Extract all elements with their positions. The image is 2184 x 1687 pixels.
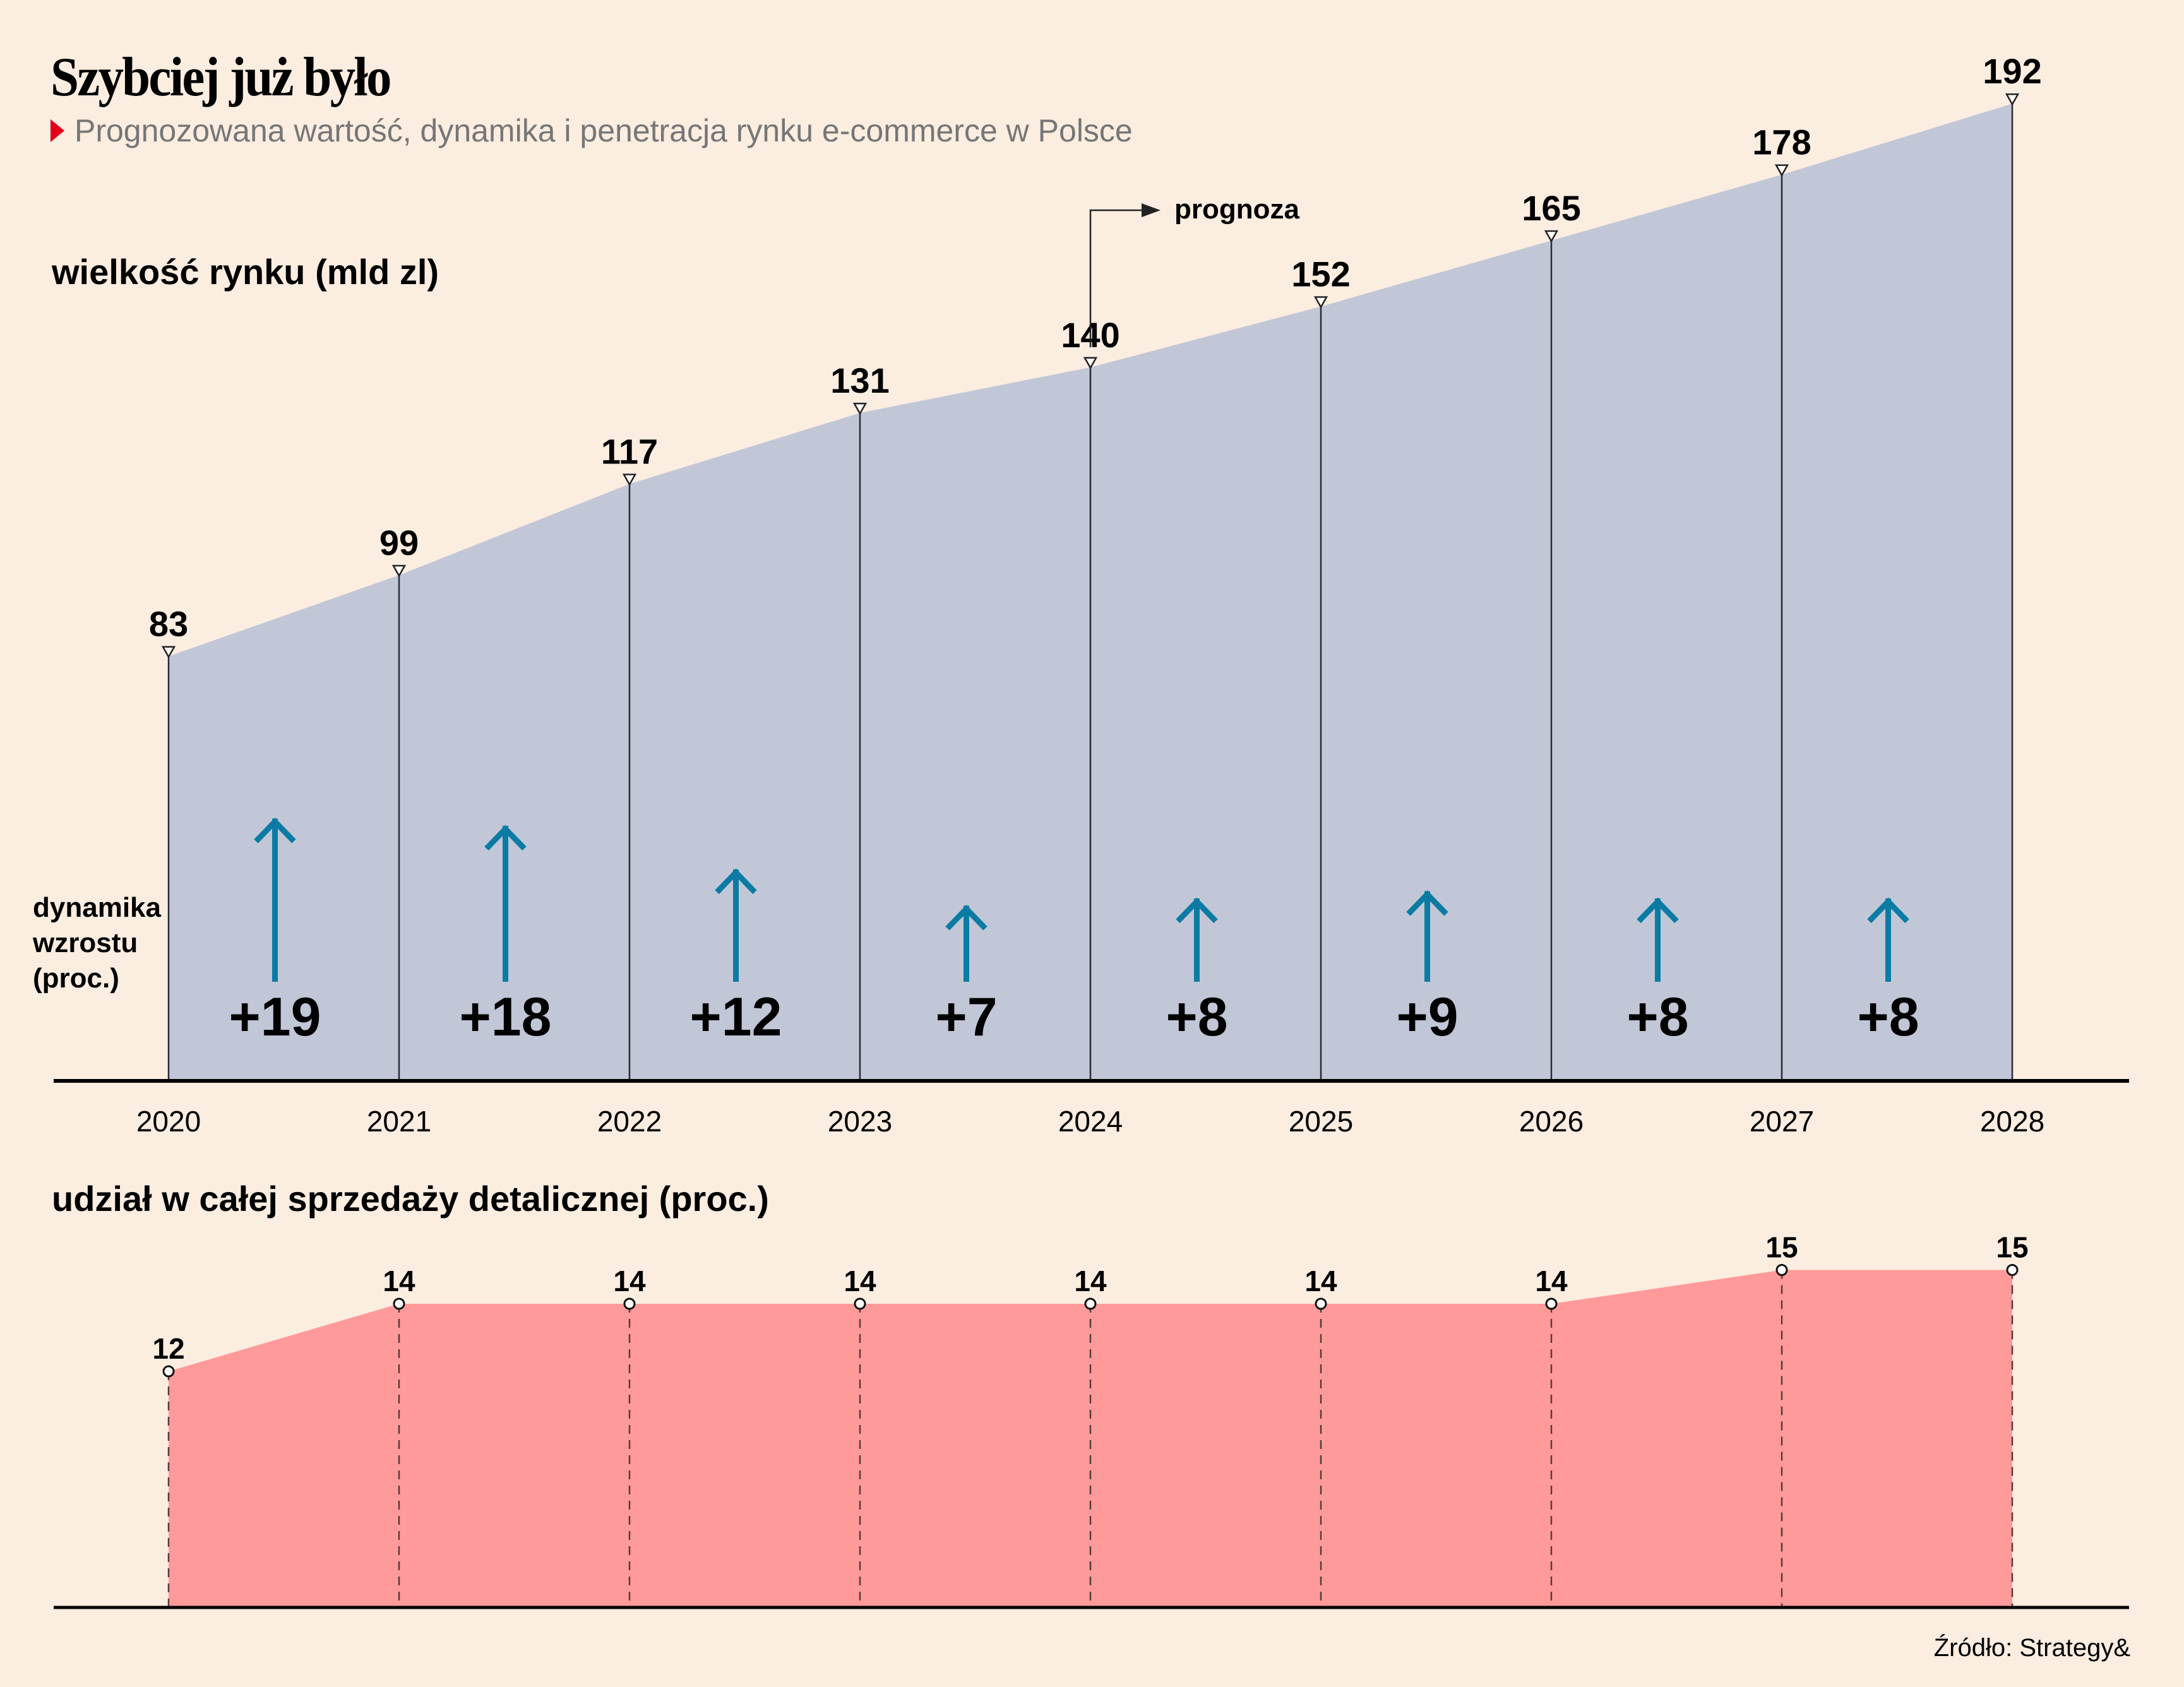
arrow-right-icon: [1142, 203, 1161, 217]
subtitle-text: Prognozowana wartość, dynamika i penetra…: [75, 113, 1133, 148]
up-arrow-icon: [1176, 897, 1218, 924]
share-value-label: 14: [613, 1265, 646, 1297]
year-tick-label: 2026: [1519, 1105, 1584, 1138]
growth-label: dynamika wzrostu (proc.): [33, 890, 161, 996]
share-marker: [2006, 1264, 2019, 1276]
share-value-label: 15: [1765, 1231, 1798, 1264]
growth-label-line1: dynamika: [33, 892, 161, 923]
market-size-label: wielkość rynku (mld zl): [52, 252, 439, 292]
market-marker: [2005, 93, 2020, 106]
share-value-label: 14: [1535, 1265, 1568, 1297]
growth-value-label: +8: [1857, 987, 1919, 1047]
growth-value-label: +18: [460, 987, 552, 1047]
market-value-label: 131: [830, 361, 889, 400]
market-marker: [391, 564, 407, 578]
growth-value-label: +19: [229, 987, 321, 1047]
market-marker: [852, 402, 868, 415]
year-tick-label: 2022: [597, 1105, 662, 1138]
up-arrow-icon: [1406, 890, 1448, 916]
growth-value-label: +9: [1396, 987, 1458, 1047]
market-value-label: 99: [379, 523, 419, 563]
share-marker: [623, 1297, 636, 1310]
year-tick-label: 2025: [1289, 1105, 1353, 1138]
year-tick-label: 2024: [1058, 1105, 1123, 1138]
market-value-label: 152: [1291, 254, 1350, 294]
share-marker: [854, 1297, 866, 1310]
up-arrow-icon: [484, 825, 527, 851]
share-marker: [393, 1297, 405, 1310]
up-arrow-icon: [715, 868, 757, 895]
market-value-label: 178: [1752, 122, 1811, 162]
chart-title: Szybciej już było: [51, 47, 392, 108]
market-marker: [1774, 164, 1789, 177]
growth-value-label: +7: [935, 987, 997, 1047]
year-tick-label: 2027: [1750, 1105, 1814, 1138]
share-chart: 12 14 14 14 14 14 14 15 15: [54, 1231, 2129, 1609]
share-value-label: 12: [152, 1332, 184, 1365]
share-value-label: 15: [1996, 1231, 2028, 1264]
share-value-label: 14: [1304, 1265, 1337, 1297]
forecast-annotation: prognoza: [1089, 194, 1300, 347]
share-marker: [1084, 1297, 1097, 1310]
growth-value-label: +8: [1166, 987, 1227, 1047]
market-value-label: 83: [149, 604, 188, 644]
red-triangle-icon: [51, 119, 64, 142]
market-value-label: 117: [601, 431, 658, 471]
share-marker: [1315, 1297, 1327, 1310]
market-marker: [1544, 230, 1559, 243]
market-value-label: 192: [1983, 51, 2041, 91]
share-value-label: 14: [383, 1265, 415, 1297]
market-marker: [622, 474, 637, 487]
growth-chart: +19 +18 +12 +7 +8 +9 +8 +8: [229, 818, 1919, 1047]
growth-label-line3: (proc.): [33, 963, 119, 994]
source-note: Źródło: Strategy&: [1933, 1634, 2130, 1662]
share-marker: [1545, 1297, 1558, 1310]
market-marker: [1313, 296, 1328, 309]
growth-label-line2: wzrostu: [33, 927, 138, 958]
share-marker: [162, 1365, 175, 1378]
chart-subtitle: Prognozowana wartość, dynamika i penetra…: [51, 112, 1133, 149]
year-tick-label: 2023: [828, 1105, 892, 1138]
up-arrow-icon: [254, 818, 296, 844]
growth-value-label: +12: [690, 987, 782, 1047]
market-marker: [1083, 357, 1098, 370]
up-arrow-icon: [1867, 897, 1909, 924]
share-value-label: 14: [1074, 1265, 1107, 1297]
year-tick-label: 2020: [136, 1105, 201, 1138]
year-tick-label: 2021: [367, 1105, 431, 1138]
market-marker: [161, 646, 176, 659]
growth-value-label: +8: [1626, 987, 1688, 1047]
share-label: udział w całej sprzedaży detalicznej (pr…: [52, 1179, 769, 1219]
share-value-label: 14: [844, 1265, 876, 1297]
year-tick-label: 2028: [1980, 1105, 2044, 1138]
share-marker: [1775, 1264, 1788, 1276]
forecast-arrow-line: [1089, 209, 1142, 347]
market-value-label: 165: [1522, 188, 1580, 228]
market-size-chart: 8320209920211172022131202314020241522025…: [54, 51, 2129, 1138]
up-arrow-icon: [945, 905, 988, 931]
up-arrow-icon: [1637, 897, 1679, 924]
forecast-label: prognoza: [1174, 194, 1300, 225]
